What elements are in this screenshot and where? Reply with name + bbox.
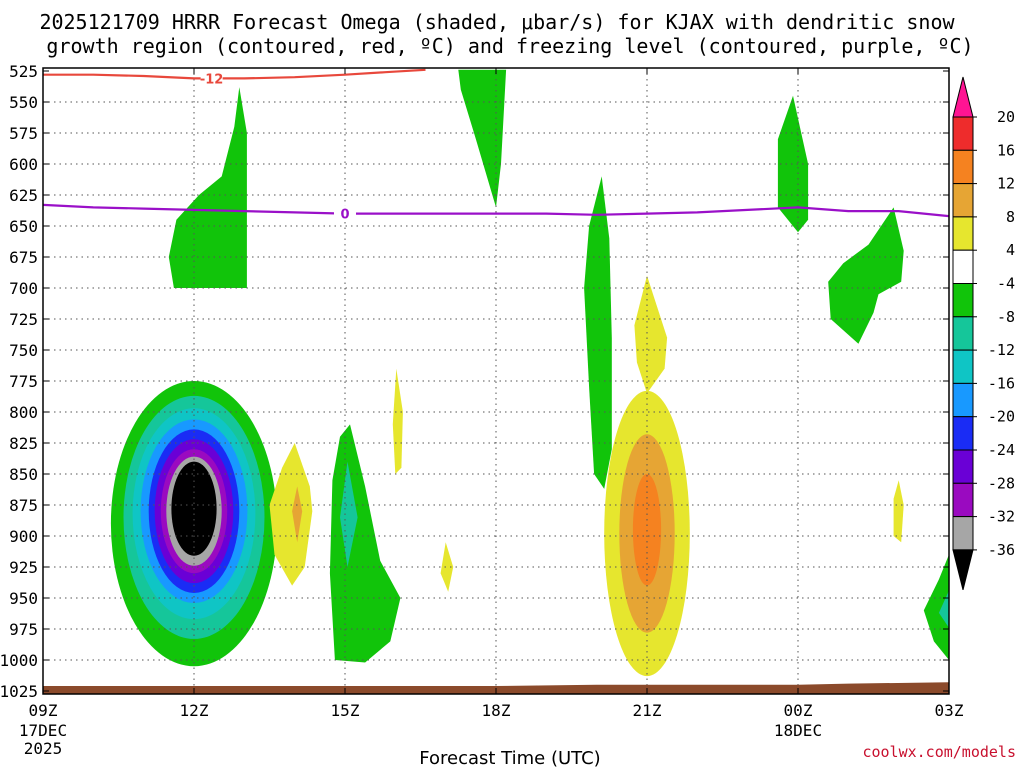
y-tick-label: 800 — [9, 403, 38, 422]
omega-upward-cell-15z-teal — [340, 461, 358, 567]
plot-area: -12 0 — [43, 68, 949, 694]
colorbar-label: -32 — [988, 508, 1015, 526]
contour-label-bg — [200, 70, 223, 86]
colorbar-label: 16 — [997, 141, 1015, 159]
omega-upward-edge-03z — [923, 554, 949, 661]
colorbar-segment — [952, 382, 974, 418]
colorbar-label: -8 — [997, 308, 1015, 326]
colorbar-segment — [952, 349, 974, 384]
contour-label-bg — [334, 205, 356, 221]
x-tick-label: 12Z — [180, 701, 209, 720]
y-tick-label: 950 — [9, 589, 38, 608]
colorbar-label: -36 — [988, 541, 1015, 559]
omega-upward-plume-18z — [458, 69, 507, 208]
y-tick-label: 875 — [9, 496, 38, 515]
contour-label-dendritic: -12 — [200, 72, 224, 87]
colorbar-segment — [952, 316, 974, 351]
colorbar-segment — [952, 249, 974, 284]
x-tick-label: 18Z — [482, 701, 511, 720]
colorbar-label: 12 — [997, 175, 1015, 193]
omega-downward-cell-14z-gold — [292, 486, 303, 543]
colorbar-bottom-arrow — [952, 549, 974, 591]
y-tick-label: 725 — [9, 310, 38, 329]
colorbar-top-arrow — [952, 76, 974, 118]
omega-downward-streak-16z — [392, 368, 403, 474]
chart-title-line-2: growth region (contoured, red, ºC) and f… — [46, 34, 973, 58]
colorbar-label: -24 — [988, 441, 1015, 459]
omega-downward-cell-21z-orange — [632, 474, 662, 586]
y-tick-label: 1025 — [0, 682, 38, 701]
colorbar-label: 20 — [997, 108, 1015, 126]
colorbar-segment — [952, 216, 974, 251]
omega-downward-cell-21z-upper — [634, 275, 668, 394]
y-tick-label: 850 — [9, 465, 38, 484]
omega-downward-dot-02z — [893, 480, 904, 543]
colorbar-segment — [952, 183, 974, 218]
y-tick-label: 575 — [9, 124, 38, 143]
y-tick-label: 925 — [9, 558, 38, 577]
colorbar-segment — [952, 416, 974, 451]
omega-downward-dot-17z — [440, 542, 454, 592]
y-tick-label: 650 — [9, 217, 38, 236]
x-axis-title: Forecast Time (UTC) — [419, 748, 600, 768]
y-tick-label: 700 — [9, 279, 38, 298]
colorbar-label: -12 — [988, 341, 1015, 359]
y-tick-label: 525 — [9, 62, 38, 81]
y-tick-label: 1000 — [0, 651, 38, 670]
omega-upward-plume-00z — [777, 95, 809, 233]
colorbar-segment — [952, 449, 974, 484]
contour-label-freezing: 0 — [340, 208, 349, 223]
x-tick-label: 21Z — [633, 701, 662, 720]
x-tick-year: 2025 — [24, 739, 63, 758]
x-tick-label: 03Z — [935, 701, 964, 720]
omega-downward-cell-14z — [269, 443, 313, 586]
contour-dendritic-growth-line — [43, 68, 426, 80]
x-tick-date: 17DEC — [19, 721, 67, 740]
credit-link[interactable]: coolwx.com/models — [862, 743, 1016, 761]
colorbar-label: -28 — [988, 474, 1015, 492]
colorbar-segment — [952, 283, 974, 318]
chart-title-line-1: 2025121709 HRRR Forecast Omega (shaded, … — [39, 10, 955, 34]
y-tick-label: 550 — [9, 93, 38, 112]
colorbar-label: 8 — [1006, 208, 1015, 226]
x-tick-label: 15Z — [331, 701, 360, 720]
x-tick-label: 00Z — [784, 701, 813, 720]
colorbar-label: -4 — [997, 275, 1015, 293]
x-tick-label: 09Z — [29, 701, 58, 720]
colorbar-segment — [952, 482, 974, 518]
y-tick-label: 975 — [9, 620, 38, 639]
colorbar-segment — [952, 116, 974, 151]
omega-upward-edge-03z-teal — [938, 590, 949, 628]
colorbar-label: -20 — [988, 408, 1015, 426]
y-tick-label: 600 — [9, 155, 38, 174]
contour-freezing-level-line — [43, 203, 949, 218]
y-tick-label: 750 — [9, 341, 38, 360]
y-tick-label: 625 — [9, 186, 38, 205]
y-tick-label: 900 — [9, 527, 38, 546]
omega-upward-blob-02z — [828, 207, 904, 344]
colorbar-segment — [952, 516, 974, 551]
x-tick-date: 18DEC — [774, 721, 822, 740]
colorbar-label: -16 — [988, 374, 1015, 392]
y-tick-label: 775 — [9, 372, 38, 391]
colorbar-label: 4 — [1006, 241, 1015, 259]
omega-upward-column-20z — [584, 176, 612, 489]
y-tick-label: 825 — [9, 434, 38, 453]
colorbar-segment — [952, 149, 974, 185]
y-tick-label: 675 — [9, 248, 38, 267]
omega-upward-plume-13z — [168, 87, 247, 288]
